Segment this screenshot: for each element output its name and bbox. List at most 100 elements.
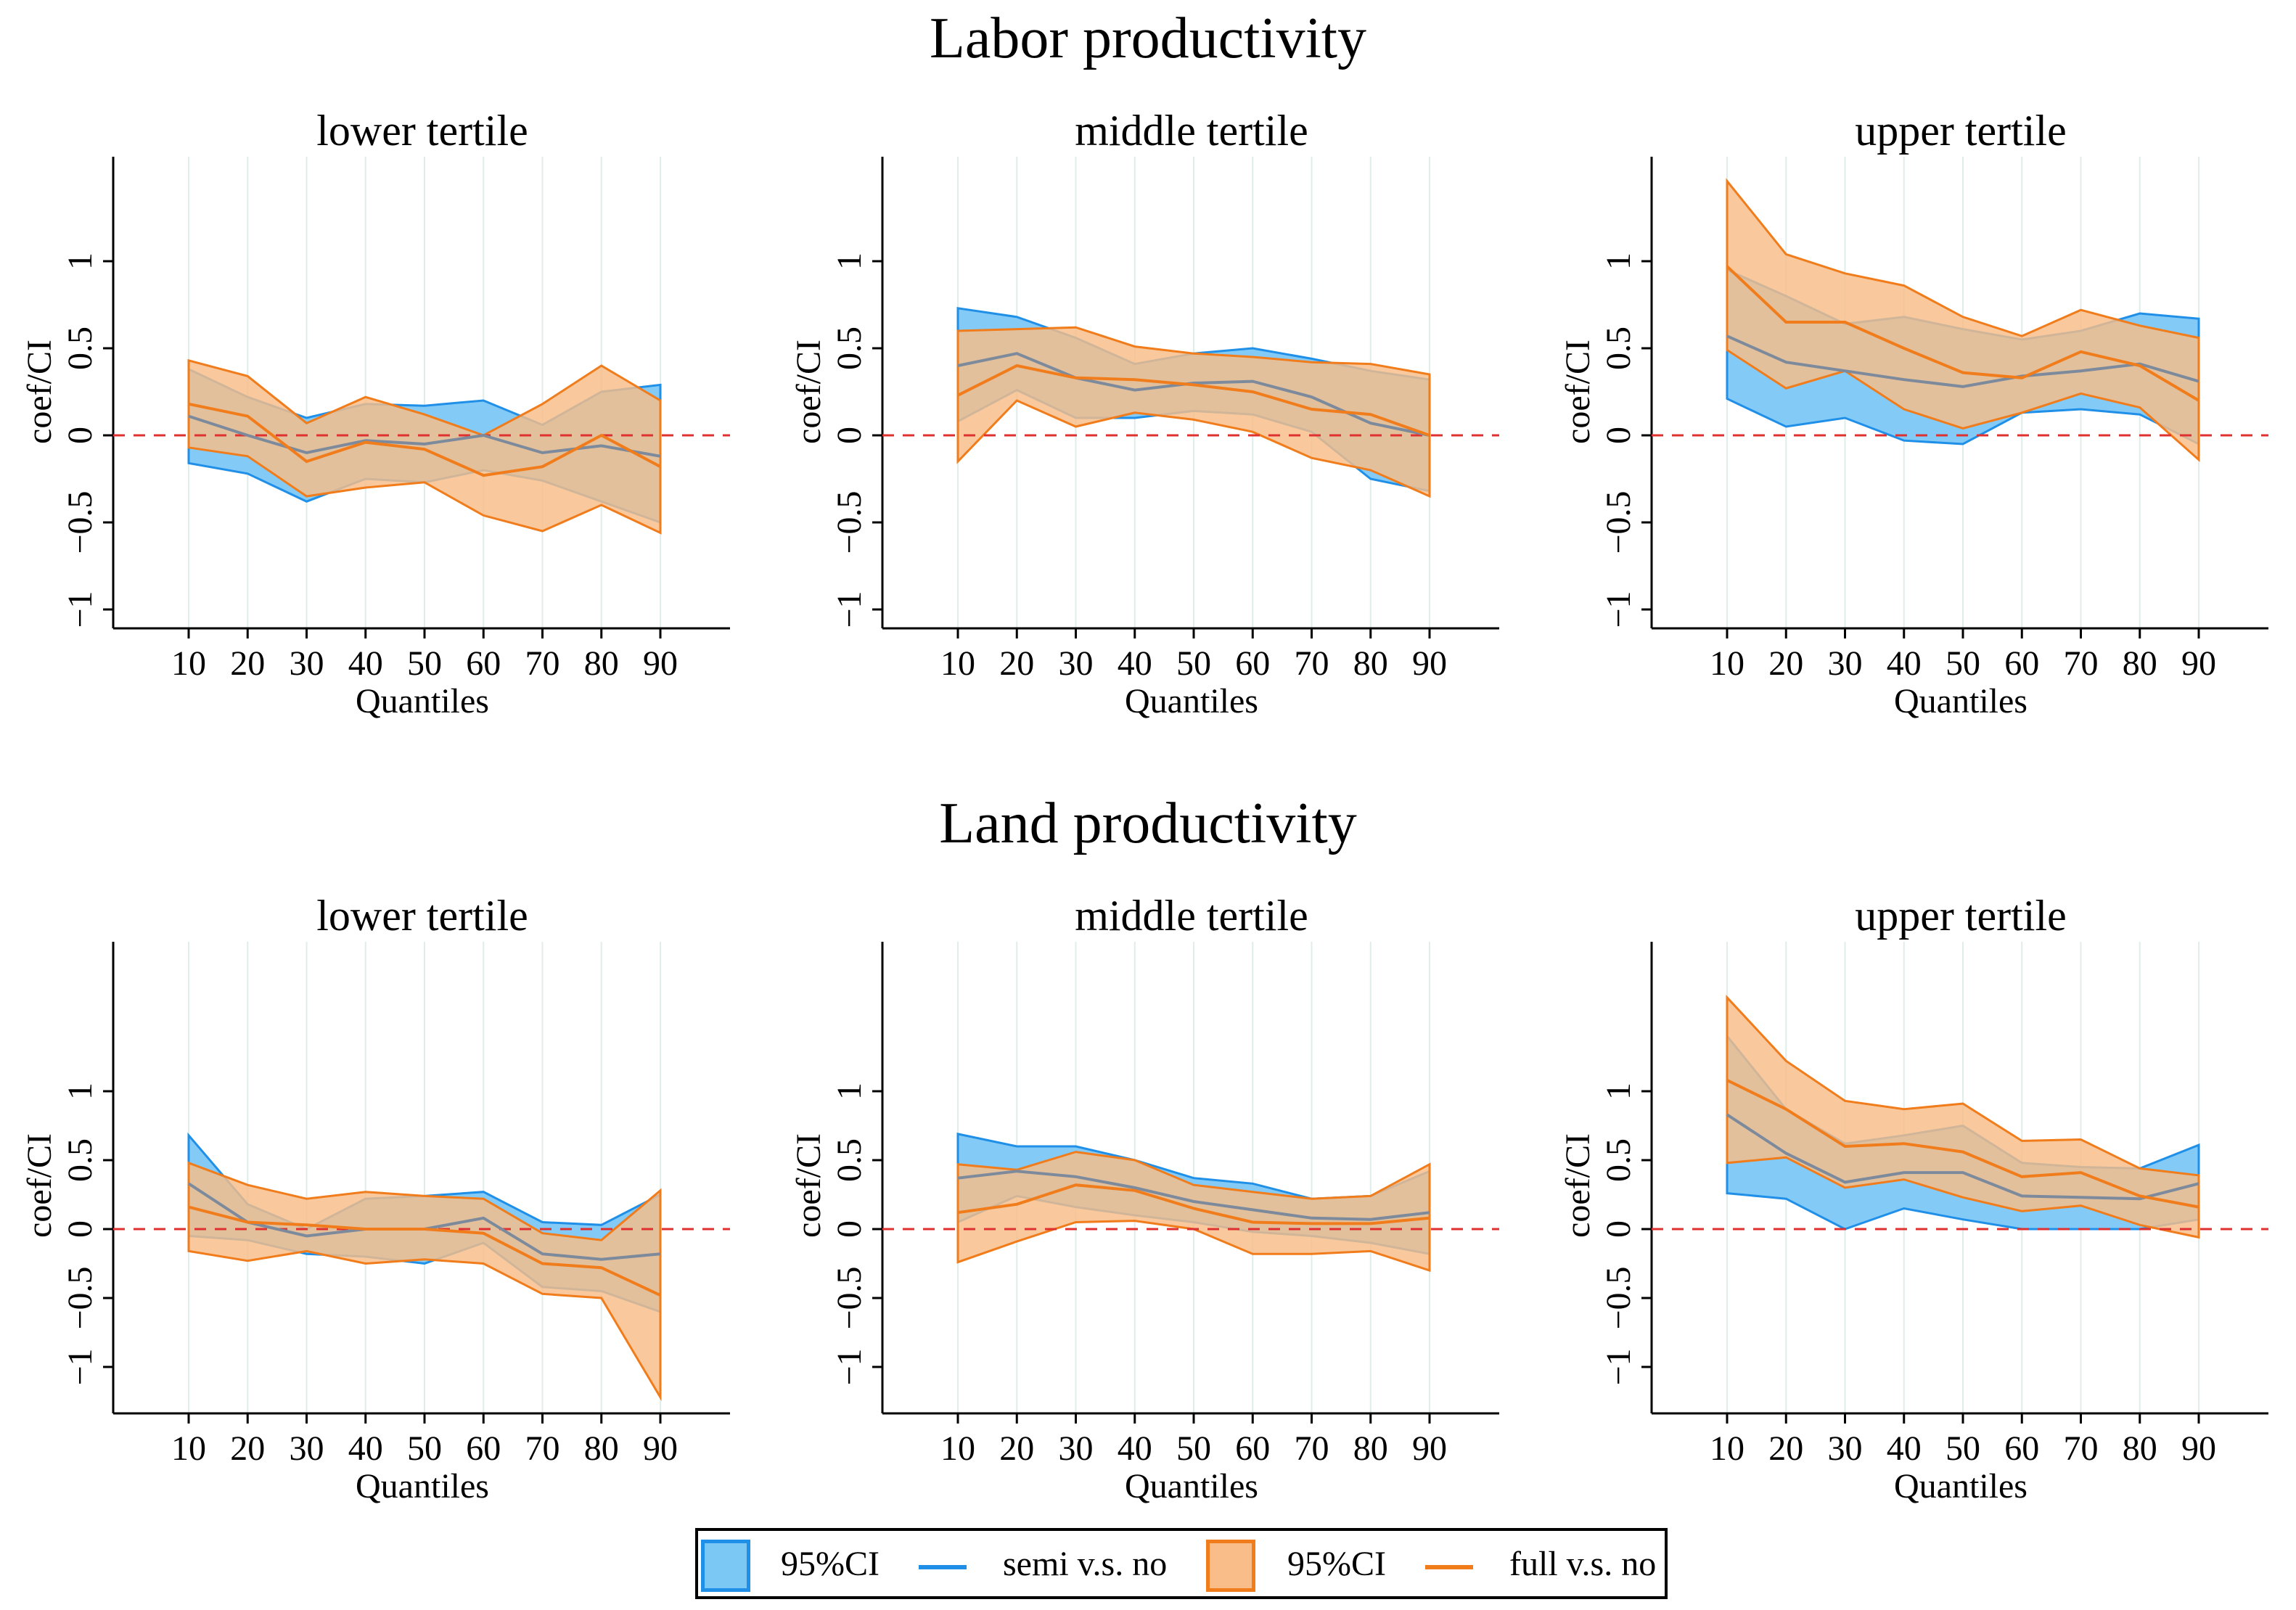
x-tick-label: 90 — [1412, 644, 1447, 683]
y-axis-label: coef/CI — [1559, 1133, 1597, 1238]
y-tick-label: 0 — [1599, 427, 1638, 444]
x-tick-label: 80 — [2123, 644, 2157, 683]
x-axis-label: Quantiles — [1894, 1467, 2028, 1506]
y-tick-label: −0.5 — [1599, 490, 1638, 554]
x-tick-label: 50 — [1176, 644, 1211, 683]
x-tick-label: 10 — [940, 1429, 975, 1468]
full-coef-line — [188, 402, 661, 477]
x-tick-label: 10 — [940, 644, 975, 683]
x-tick-label: 10 — [171, 1429, 206, 1468]
x-tick-label: 60 — [466, 644, 501, 683]
x-tick-label: 60 — [466, 1429, 501, 1468]
panel-title: middle tertile — [1075, 107, 1308, 155]
x-tick-label: 30 — [1828, 1429, 1863, 1468]
full-ci-band — [187, 1161, 662, 1402]
y-tick-label: 1 — [61, 252, 99, 270]
x-tick-label: 80 — [1353, 1429, 1388, 1468]
x-tick-label: 60 — [2004, 1429, 2039, 1468]
y-tick-label: 1 — [830, 252, 869, 270]
y-tick-label: 0.5 — [1599, 326, 1638, 370]
x-tick-label: 40 — [1118, 1429, 1152, 1468]
x-tick-label: 50 — [1946, 1429, 1980, 1468]
x-tick-label: 40 — [1887, 1429, 1922, 1468]
chart-panel-2: middle tertile 1 0.5 0 −0.5 −1 coef/CI 10 20 30 40… — [790, 107, 1499, 720]
x-tick-label: 40 — [348, 1429, 383, 1468]
x-tick-label: 60 — [1235, 1429, 1270, 1468]
x-tick-label: 20 — [230, 644, 265, 683]
y-axis-label: coef/CI — [20, 340, 59, 444]
y-tick-label: 0 — [61, 1220, 99, 1238]
x-tick-label: 70 — [2064, 644, 2099, 683]
x-tick-label: 20 — [1768, 644, 1803, 683]
x-axis-label: Quantiles — [1894, 682, 2028, 720]
x-tick-label: 30 — [290, 1429, 324, 1468]
y-tick-label: −0.5 — [61, 1266, 99, 1329]
x-tick-label: 70 — [525, 644, 560, 683]
legend-full-ci-label: 95%CI — [1287, 1545, 1386, 1583]
x-tick-label: 50 — [407, 1429, 442, 1468]
y-tick-label: −1 — [830, 591, 869, 628]
x-axis-label: Quantiles — [1125, 682, 1258, 720]
y-tick-label: 1 — [1599, 252, 1638, 270]
full-coef-line — [957, 364, 1430, 437]
x-tick-label: 70 — [2064, 1429, 2099, 1468]
full-ci-band — [956, 326, 1431, 498]
panel-title: upper tertile — [1855, 107, 2067, 155]
x-tick-label: 70 — [525, 1429, 560, 1468]
y-axis-label: coef/CI — [1559, 340, 1597, 444]
x-tick-label: 80 — [1353, 644, 1388, 683]
y-tick-label: −0.5 — [61, 490, 99, 554]
chart-panel-3: upper tertile 1 0.5 0 −0.5 −1 coef/CI 10 20 30 40 5… — [1559, 107, 2268, 720]
semi-coef-line — [957, 1170, 1430, 1221]
labor-productivity-title: Labor productivity — [929, 7, 1367, 70]
y-tick-label: −1 — [1599, 1348, 1638, 1385]
semi-coef-line — [1726, 334, 2199, 388]
full-coef-line — [1726, 265, 2200, 402]
semi-coef-line — [1726, 1113, 2199, 1201]
x-tick-label: 40 — [1118, 644, 1152, 683]
chart-panel-1: lower tertile 1 0.5 0 −0.5 −1 coef/CI 10 20 30 40 5… — [20, 107, 730, 720]
legend-full-line-label: full v.s. no — [1509, 1545, 1657, 1583]
x-tick-label: 80 — [2123, 1429, 2157, 1468]
semi-coef-line — [188, 414, 661, 458]
panel-title: lower tertile — [316, 107, 528, 155]
y-tick-label: 0.5 — [61, 1138, 99, 1182]
legend: 95%CI semi v.s. no 95%CI full v.s. no — [695, 1528, 1668, 1599]
y-tick-label: −1 — [830, 1348, 869, 1385]
x-tick-label: 20 — [999, 644, 1034, 683]
x-tick-label: 40 — [1887, 644, 1922, 683]
full-ci-band — [1726, 994, 2200, 1239]
panel-title: upper tertile — [1855, 892, 2067, 940]
y-tick-label: −0.5 — [830, 1266, 869, 1329]
y-axis-label: coef/CI — [790, 1133, 828, 1238]
x-tick-label: 30 — [290, 644, 324, 683]
full-coef-line — [1726, 1079, 2199, 1209]
y-tick-label: 0.5 — [830, 326, 869, 370]
y-tick-label: 0 — [830, 427, 869, 444]
x-tick-label: 30 — [1059, 644, 1094, 683]
y-tick-label: −1 — [61, 591, 99, 628]
y-tick-label: −0.5 — [1599, 1266, 1638, 1329]
legend-full-line-swatch — [1425, 1565, 1473, 1569]
x-tick-label: 60 — [2004, 644, 2039, 683]
legend-semi-ci-label: 95%CI — [781, 1545, 880, 1583]
y-tick-label: 0.5 — [61, 326, 99, 370]
x-tick-label: 90 — [643, 1429, 678, 1468]
land-productivity-title: Land productivity — [939, 792, 1357, 855]
y-tick-label: 1 — [61, 1083, 99, 1100]
y-tick-label: 0 — [61, 427, 99, 444]
legend-semi-ci-swatch — [701, 1540, 750, 1592]
x-tick-label: 20 — [1768, 1429, 1803, 1468]
full-ci-band — [956, 1151, 1431, 1273]
panel-title: middle tertile — [1075, 892, 1308, 940]
x-tick-label: 50 — [1946, 644, 1980, 683]
x-tick-label: 10 — [1710, 1429, 1744, 1468]
x-tick-label: 30 — [1059, 1429, 1094, 1468]
x-tick-label: 50 — [1176, 1429, 1211, 1468]
chart-panel-5: middle tertile 1 0.5 0 −0.5 −1 coef/CI 10 20 30 40… — [790, 892, 1499, 1506]
chart-panel-6: upper tertile 1 0.5 0 −0.5 −1 coef/CI 10 20 30 40 5… — [1559, 892, 2268, 1506]
legend-semi-line-label: semi v.s. no — [1003, 1545, 1168, 1583]
y-tick-label: −1 — [61, 1348, 99, 1385]
x-axis-label: Quantiles — [356, 682, 489, 720]
